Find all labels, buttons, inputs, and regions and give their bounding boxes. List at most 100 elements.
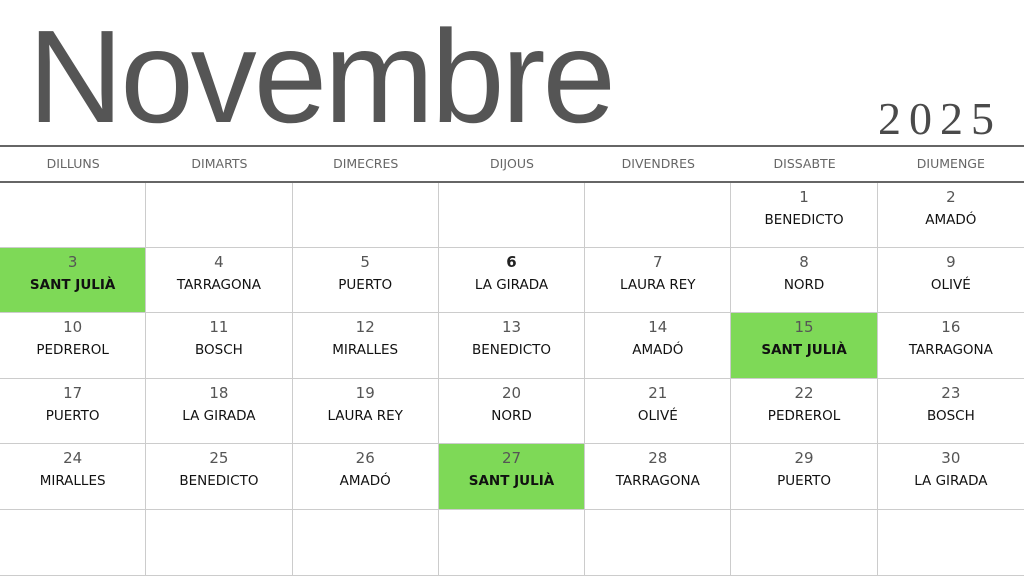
- empty-cell: [292, 183, 439, 248]
- day-number: 10: [63, 318, 83, 336]
- day-assignee: NORD: [783, 277, 825, 293]
- day-number: 30: [941, 449, 961, 467]
- day-number: 27: [501, 449, 522, 467]
- day-number: 28: [648, 449, 668, 467]
- empty-cell: [146, 183, 293, 248]
- day-cell[interactable]: 10 PEDREROL: [0, 313, 147, 379]
- day-cell[interactable]: 30 LA GIRADA: [877, 444, 1024, 510]
- day-number: 2: [946, 188, 956, 206]
- day-assignee: MIRALLES: [39, 473, 106, 489]
- day-assignee: LA GIRADA: [914, 473, 988, 489]
- year-label: 2025: [878, 93, 1002, 144]
- weekday-header: DILLUNS DIMARTS DIMECRES DIJOUS DIVENDRES DIS…: [0, 147, 1024, 181]
- day-cell[interactable]: 21 OLIVÉ: [585, 379, 732, 444]
- day-number: 3: [67, 253, 78, 271]
- day-number: 4: [214, 253, 224, 271]
- day-cell[interactable]: 26 AMADÓ: [292, 444, 439, 510]
- day-number: 26: [355, 449, 375, 467]
- divider: [0, 181, 1024, 183]
- day-number: 18: [209, 384, 229, 402]
- day-assignee: BOSCH: [195, 342, 243, 358]
- day-cell[interactable]: 20 NORD: [438, 379, 586, 444]
- day-number: 5: [360, 253, 370, 271]
- weekday-label: DIMECRES: [333, 156, 399, 171]
- day-assignee: OLIVÉ: [930, 277, 971, 293]
- day-cell[interactable]: 24 MIRALLES: [0, 444, 147, 510]
- day-assignee: AMADÓ: [632, 342, 684, 358]
- day-assignee: BENEDICTO: [764, 212, 844, 228]
- empty-cell: [585, 183, 732, 248]
- day-number: 1: [799, 188, 809, 206]
- day-cell[interactable]: 17 PUERTO: [0, 379, 147, 444]
- day-cell[interactable]: 8 NORD: [731, 248, 878, 313]
- day-assignee: BENEDICTO: [471, 342, 552, 358]
- day-cell[interactable]: 28 TARRAGONA: [585, 444, 732, 510]
- weekday-label: DIJOUS: [490, 156, 534, 171]
- empty-cell: [0, 510, 147, 576]
- calendar-grid: 1 BENEDICTO 2 AMADÓ 3 SANT JULIÀ 4 TARRAGONA 5 PU…: [0, 183, 1024, 576]
- day-number: 13: [501, 318, 522, 336]
- day-number: 11: [209, 318, 229, 336]
- day-number: 6: [506, 253, 517, 271]
- day-assignee: PUERTO: [777, 473, 831, 489]
- empty-cell: [438, 183, 586, 248]
- day-cell[interactable]: 12 MIRALLES: [292, 313, 439, 379]
- day-number: 19: [355, 384, 375, 402]
- day-cell[interactable]: 15 SANT JULIÀ: [731, 313, 878, 379]
- empty-cell: [292, 510, 439, 576]
- empty-cell: [585, 510, 732, 576]
- day-cell[interactable]: 2 AMADÓ: [877, 183, 1024, 248]
- divider: [0, 145, 1024, 147]
- day-number: 16: [941, 318, 961, 336]
- day-cell[interactable]: 6 LA GIRADA: [438, 248, 586, 313]
- day-cell[interactable]: 1 BENEDICTO: [731, 183, 878, 248]
- day-cell[interactable]: 22 PEDREROL: [731, 379, 878, 444]
- day-assignee: SANT JULIÀ: [468, 473, 555, 489]
- day-cell[interactable]: 11 BOSCH: [146, 313, 293, 379]
- day-number: 23: [941, 384, 961, 402]
- day-cell[interactable]: 16 TARRAGONA: [877, 313, 1024, 379]
- day-number: 14: [648, 318, 668, 336]
- day-cell[interactable]: 7 LAURA REY: [585, 248, 732, 313]
- day-assignee: TARRAGONA: [908, 342, 993, 358]
- empty-cell: [877, 510, 1024, 576]
- day-cell[interactable]: 23 BOSCH: [877, 379, 1024, 444]
- month-title: Novembre: [28, 3, 616, 150]
- weekday-label: DIUMENGE: [916, 156, 985, 171]
- day-number: 20: [501, 384, 522, 402]
- day-number: 21: [648, 384, 668, 402]
- empty-cell: [731, 510, 878, 576]
- day-assignee: LAURA REY: [620, 277, 696, 293]
- day-number: 12: [355, 318, 375, 336]
- day-number: 25: [209, 449, 229, 467]
- day-cell[interactable]: 29 PUERTO: [731, 444, 878, 510]
- day-assignee: BENEDICTO: [179, 473, 259, 489]
- day-cell[interactable]: 18 LA GIRADA: [146, 379, 293, 444]
- day-cell[interactable]: 4 TARRAGONA: [146, 248, 293, 313]
- day-cell[interactable]: 19 LAURA REY: [292, 379, 439, 444]
- weekday-label: DIMARTS: [191, 156, 248, 171]
- day-cell[interactable]: 25 BENEDICTO: [146, 444, 293, 510]
- day-assignee: TARRAGONA: [615, 473, 700, 489]
- day-number: 7: [653, 253, 663, 271]
- day-assignee: SANT JULIÀ: [761, 342, 847, 358]
- day-assignee: AMADÓ: [339, 473, 391, 489]
- day-assignee: BOSCH: [926, 408, 975, 424]
- day-assignee: NORD: [491, 408, 532, 424]
- day-number: 29: [794, 449, 814, 467]
- day-cell[interactable]: 13 BENEDICTO: [438, 313, 586, 379]
- day-cell[interactable]: 27 SANT JULIÀ: [438, 444, 586, 510]
- day-assignee: PUERTO: [338, 277, 393, 293]
- day-assignee: PEDREROL: [767, 408, 841, 424]
- day-number: 22: [794, 384, 814, 402]
- day-cell[interactable]: 9 OLIVÉ: [877, 248, 1024, 313]
- day-number: 24: [63, 449, 83, 467]
- day-cell[interactable]: 3 SANT JULIÀ: [0, 248, 147, 313]
- day-number: 9: [946, 253, 956, 271]
- day-assignee: SANT JULIÀ: [29, 277, 116, 293]
- day-number: 8: [799, 253, 809, 271]
- day-cell[interactable]: 5 PUERTO: [292, 248, 439, 313]
- day-assignee: PUERTO: [45, 408, 100, 424]
- day-cell[interactable]: 14 AMADÓ: [585, 313, 732, 379]
- day-number: 17: [63, 384, 83, 402]
